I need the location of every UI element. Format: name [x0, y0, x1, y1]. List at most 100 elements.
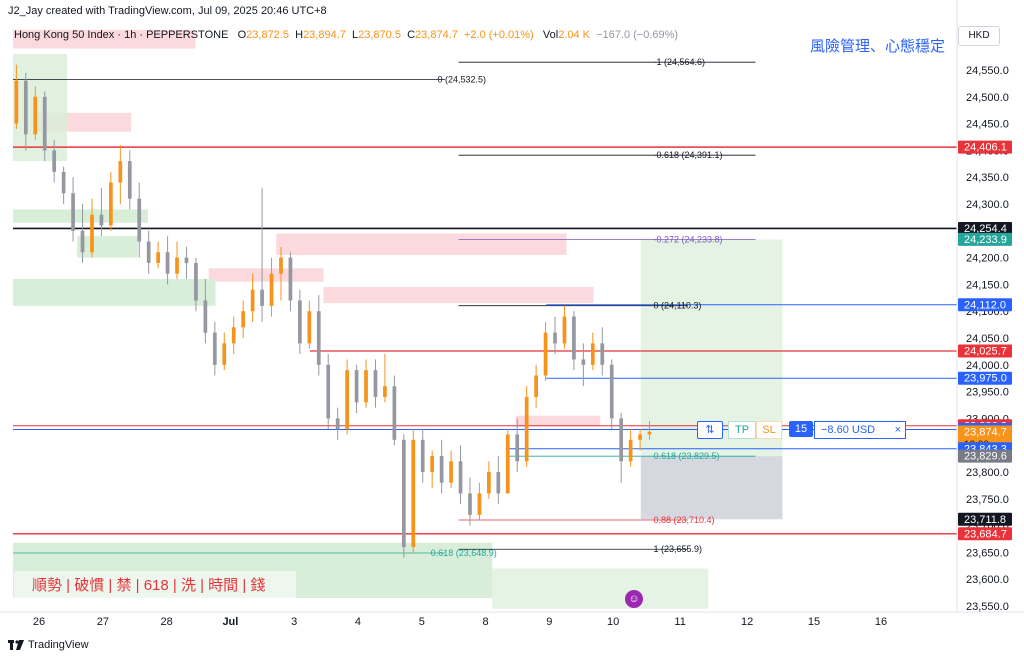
price-label-4: 24,025.7 [964, 346, 1007, 358]
candle-body-9 [99, 214, 104, 226]
candle-body-66 [638, 434, 642, 440]
candle-body-27 [269, 273, 274, 306]
volume-label: Vol [542, 29, 559, 41]
take-profit-button[interactable]: TP [728, 421, 756, 439]
candle-body-40 [392, 386, 397, 440]
candle-body-24 [241, 311, 246, 328]
candle-body-45 [439, 455, 444, 483]
created-by-label: J2_Jay created with TradingView.com, Jul… [8, 5, 327, 17]
candle-body-5 [61, 171, 66, 194]
candle-body-49 [477, 493, 482, 515]
candle-body-44 [430, 455, 435, 472]
candle-body-18 [184, 257, 189, 263]
y-tick-10: 24,050.0 [966, 333, 1009, 345]
price-label-bg-10 [958, 449, 1012, 463]
fib-label-0: 0 (24,532.5) [438, 74, 487, 84]
y-tick-8: 23,950.0 [966, 387, 1009, 399]
price-label-bg-5 [958, 371, 1012, 385]
fib-label-3: -0.272 (24,233.8) [654, 234, 723, 244]
candle-body-30 [298, 300, 302, 344]
symbol-name[interactable]: Hong Kong 50 Index · 1h · PEPPERSTONE [14, 29, 229, 41]
order-pnl[interactable]: −8.60 USD × [814, 421, 906, 439]
price-label-bg-1 [958, 221, 1012, 235]
fib-label-2: -0.618 (24,391.1) [654, 150, 723, 160]
price-label-5: 23,975.0 [964, 373, 1007, 385]
fib-label-1: -1 (24,564.6) [654, 57, 706, 67]
strategy-banner[interactable]: 順勢 | 破慣 | 禁 | 618 | 洗 | 時間 | 錢 [14, 571, 296, 601]
y-tick-0: 23,550.0 [966, 601, 1009, 613]
x-tick-13: 16 [875, 616, 887, 628]
y-tick-4: 23,750.0 [966, 494, 1009, 506]
candle-body-11 [118, 161, 123, 183]
order-quantity[interactable]: 15 [789, 421, 813, 437]
order-reverse-button[interactable]: ⇅ [697, 421, 723, 439]
y-tick-2: 23,650.0 [966, 547, 1009, 559]
candle-body-17 [175, 257, 179, 274]
zone-9 [13, 279, 216, 306]
candle-body-67 [647, 431, 652, 435]
candle-body-61 [590, 343, 595, 365]
emoji-sticker-icon[interactable]: ☺ [625, 590, 643, 608]
candle-body-32 [316, 311, 321, 365]
price-label-3: 24,112.0 [964, 299, 1006, 311]
candle-body-8 [90, 214, 94, 253]
candle-body-51 [496, 472, 501, 494]
candle-body-19 [194, 262, 198, 301]
candle-body-65 [628, 439, 633, 462]
candle-body-38 [373, 370, 378, 397]
order-pnl-value: −8.60 USD [821, 424, 876, 436]
candle-body-26 [260, 289, 264, 306]
price-label-0: 24,406.1 [964, 142, 1007, 154]
candle-body-28 [279, 257, 283, 274]
chart-note-title[interactable]: 風險管理、心態穩定 [810, 38, 946, 55]
y-tick-15: 24,300.0 [966, 199, 1009, 211]
candle-body-12 [127, 161, 132, 199]
open-label: O [237, 29, 247, 41]
open-value: 23,872.5 [246, 29, 289, 41]
stop-loss-zone [640, 456, 783, 520]
volume-value: 2.04 K [558, 29, 590, 41]
candle-body-22 [222, 343, 227, 365]
fib-label-5: 0.618 (23,829.5) [654, 451, 720, 461]
zone-7 [13, 209, 148, 223]
y-tick-16: 24,350.0 [966, 172, 1009, 184]
price-label-12: 23,684.7 [964, 528, 1007, 540]
y-tick-13: 24,200.0 [966, 253, 1009, 265]
tradingview-logo-icon [8, 640, 24, 650]
candle-body-25 [250, 289, 255, 312]
symbol-legend: Hong Kong 50 Index · 1h · PEPPERSTONE O2… [14, 29, 678, 41]
y-tick-18: 24,450.0 [966, 119, 1009, 131]
currency-badge[interactable]: HKD [958, 26, 1000, 46]
zone-4 [323, 287, 594, 304]
x-tick-6: 5 [419, 616, 425, 628]
price-label-1: 24,254.4 [964, 223, 1007, 235]
candle-body-37 [364, 370, 368, 403]
price-label-bg-3 [958, 298, 1012, 312]
candle-body-53 [515, 434, 520, 462]
candle-body-54 [524, 396, 529, 462]
candle-body-13 [137, 198, 142, 242]
x-tick-9: 10 [607, 616, 619, 628]
candle-body-60 [581, 359, 586, 365]
candle-body-21 [212, 332, 217, 365]
candle-body-0 [14, 80, 19, 124]
zone-5 [515, 415, 601, 427]
price-label-8: 23,874.7 [964, 426, 1007, 438]
x-tick-8: 9 [546, 616, 552, 628]
zone-3 [208, 268, 324, 282]
stop-loss-button[interactable]: SL [756, 421, 782, 439]
x-tick-5: 4 [355, 616, 361, 628]
candle-body-2 [33, 96, 38, 135]
y-tick-1: 23,600.0 [966, 574, 1009, 586]
candle-body-59 [572, 316, 576, 360]
close-order-icon[interactable]: × [894, 424, 901, 436]
x-tick-1: 27 [97, 616, 109, 628]
high-label: H [295, 29, 304, 41]
x-tick-2: 28 [160, 616, 172, 628]
candle-body-47 [458, 461, 463, 494]
x-tick-11: 12 [741, 616, 753, 628]
zone-11 [492, 568, 709, 609]
candle-body-41 [401, 439, 406, 548]
candle-body-46 [449, 461, 453, 483]
